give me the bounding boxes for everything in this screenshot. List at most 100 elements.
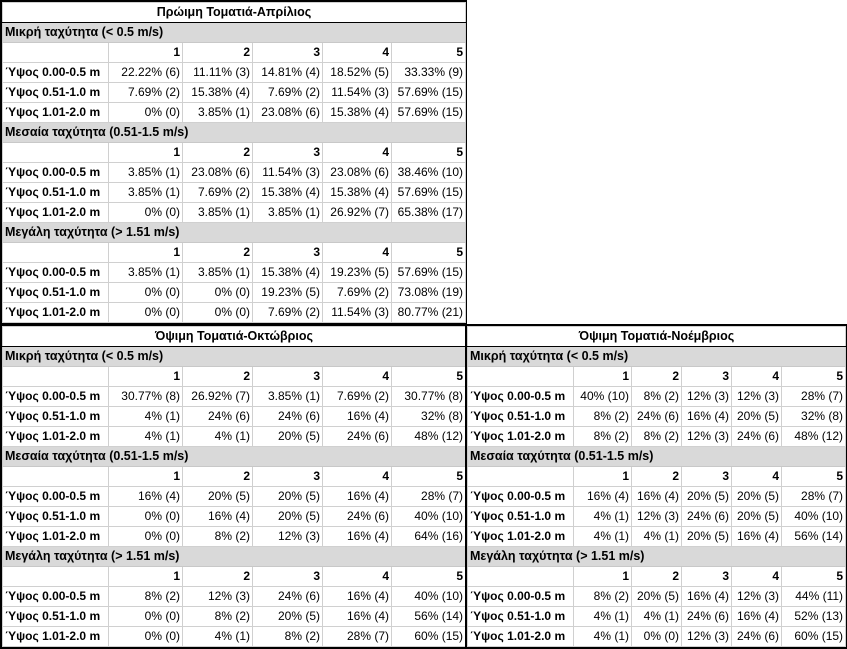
table-cell: 8% (2) (252, 626, 323, 647)
section-header: Μεγάλη ταχύτητα (> 1.51 m/s) (466, 546, 847, 567)
column-header: 3 (252, 242, 323, 263)
table-cell: 23.08% (6) (182, 162, 253, 183)
table-row: Ύψος 0.51-1.0 m 0% (0) 0% (0) 19.23% (5) 7.6… (2, 282, 467, 303)
row-label: Ύψος 0.00-0.5 m (467, 586, 574, 607)
column-header: 2 (182, 366, 253, 387)
table-cell: 4% (1) (108, 406, 183, 427)
column-header: 5 (780, 366, 847, 387)
table-row: Ύψος 1.01-2.0 m 0% (0) 8% (2) 12% (3) 16% (4… (2, 526, 467, 547)
table-cell: 24% (6) (252, 586, 323, 607)
block-title: Πρώιμη Τοματιά-Απρίλιος (1, 2, 467, 23)
table-cell: 8% (2) (573, 406, 632, 427)
table-row: Ύψος 0.00-0.5 m 8% (2) 20% (5) 16% (4) 12% (… (467, 586, 847, 607)
table-cell: 26.92% (7) (322, 202, 392, 223)
section-row: Μεγάλη ταχύτητα (> 1.51 m/s) (1, 222, 467, 243)
column-header: 5 (780, 466, 847, 487)
row-label: Ύψος 0.00-0.5 m (2, 62, 109, 83)
table-cell: 16% (4) (322, 586, 392, 607)
table-cell: 0% (0) (108, 506, 183, 527)
column-header: 3 (252, 466, 323, 487)
section-row: Μεγάλη ταχύτητα (> 1.51 m/s) (1, 546, 467, 567)
table-row: Ύψος 0.51-1.0 m 0% (0) 16% (4) 20% (5) 24% (… (2, 506, 467, 527)
table-cell: 7.69% (2) (182, 182, 253, 203)
section-header: Μεσαία ταχύτητα (0.51-1.5 m/s) (1, 122, 467, 143)
table-cell: 3.85% (1) (108, 262, 183, 283)
column-header: 3 (252, 566, 323, 587)
table-cell: 26.92% (7) (182, 386, 253, 407)
table-cell: 8% (2) (573, 426, 632, 447)
row-label: Ύψος 1.01-2.0 m (2, 426, 109, 447)
table-cell: 3.85% (1) (182, 202, 253, 223)
row-label: Ύψος 0.00-0.5 m (2, 486, 109, 507)
table-cell: 57.69% (15) (390, 182, 467, 203)
table-cell: 11.11% (3) (182, 62, 253, 83)
table-row: Ύψος 0.00-0.5 m 30.77% (8) 26.92% (7) 3.85%… (2, 386, 467, 407)
table-cell: 8% (2) (631, 386, 682, 407)
table-cell: 64% (16) (390, 526, 467, 547)
block-title: Όψιμη Τοματιά-Οκτώβριος (1, 326, 467, 347)
table-cell: 4% (1) (182, 426, 253, 447)
table-cell: 73.08% (19) (390, 282, 467, 303)
table-block-nov: Όψιμη Τοματιά-Νοέμβριος Μικρή ταχύτητα (<… (465, 324, 847, 649)
table-cell: 16% (4) (182, 506, 253, 527)
section-row: Μεγάλη ταχύτητα (> 1.51 m/s) (466, 546, 847, 567)
row-label: Ύψος 0.51-1.0 m (2, 506, 109, 527)
title-row: Όψιμη Τοματιά-Οκτώβριος (1, 326, 467, 347)
table-cell: 3.85% (1) (252, 386, 323, 407)
row-label: Ύψος 0.00-0.5 m (467, 486, 574, 507)
table-cell: 8% (2) (631, 426, 682, 447)
table-cell: 4% (1) (573, 626, 632, 647)
table-cell: 20% (5) (731, 506, 782, 527)
column-header: 1 (108, 466, 183, 487)
row-label: Ύψος 0.00-0.5 m (2, 162, 109, 183)
table-cell: 4% (1) (182, 626, 253, 647)
table-row: Ύψος 0.00-0.5 m 8% (2) 12% (3) 24% (6) 16% (… (2, 586, 467, 607)
column-header: 1 (573, 566, 632, 587)
title-row: Όψιμη Τοματιά-Νοέμβριος (466, 326, 847, 347)
table-cell: 30.77% (8) (108, 386, 183, 407)
section-row: Μικρή ταχύτητα (< 0.5 m/s) (1, 22, 467, 43)
column-header: 5 (780, 566, 847, 587)
table-cell: 24% (6) (681, 506, 732, 527)
table-cell: 16% (4) (573, 486, 632, 507)
table-cell: 19.23% (5) (322, 262, 392, 283)
table-cell: 16% (4) (681, 586, 732, 607)
column-header: 2 (182, 142, 253, 163)
table-cell: 7.69% (2) (322, 282, 392, 303)
table-cell: 14.81% (4) (252, 62, 323, 83)
column-header: 1 (108, 242, 183, 263)
table-row: Ύψος 1.01-2.0 m 0% (0) 3.85% (1) 23.08% (6)… (2, 102, 467, 123)
table-cell: 15.38% (4) (322, 182, 392, 203)
table-cell: 11.54% (3) (322, 82, 392, 103)
table-cell: 20% (5) (182, 486, 253, 507)
table-cell: 22.22% (6) (108, 62, 183, 83)
table-cell: 24% (6) (631, 406, 682, 427)
table-cell: 52% (13) (780, 606, 847, 627)
table-cell: 16% (4) (681, 406, 732, 427)
section-header: Μικρή ταχύτητα (< 0.5 m/s) (1, 346, 467, 367)
table-row: Ύψος 0.51-1.0 m 7.69% (2) 15.38% (4) 7.69% … (2, 82, 467, 103)
table-row: Ύψος 0.51-1.0 m 3.85% (1) 7.69% (2) 15.38% … (2, 182, 467, 203)
corner-cell (467, 466, 574, 487)
row-label: Ύψος 1.01-2.0 m (2, 102, 109, 123)
table-cell: 3.85% (1) (182, 262, 253, 283)
corner-cell (2, 466, 109, 487)
table-row: Ύψος 0.00-0.5 m 3.85% (1) 23.08% (6) 11.54%… (2, 162, 467, 183)
table-row: Ύψος 1.01-2.0 m 0% (0) 4% (1) 8% (2) 28% (7)… (2, 626, 467, 647)
table-cell: 56% (14) (780, 526, 847, 547)
table-cell: 48% (12) (390, 426, 467, 447)
column-header: 2 (182, 566, 253, 587)
row-label: Ύψος 1.01-2.0 m (467, 426, 574, 447)
table-cell: 15.38% (4) (322, 102, 392, 123)
section-row: Μεσαία ταχύτητα (0.51-1.5 m/s) (466, 446, 847, 467)
table-cell: 23.08% (6) (252, 102, 323, 123)
table-cell: 20% (5) (252, 606, 323, 627)
section-row: Μεσαία ταχύτητα (0.51-1.5 m/s) (1, 122, 467, 143)
table-cell: 20% (5) (252, 486, 323, 507)
table-cell: 11.54% (3) (252, 162, 323, 183)
column-header: 1 (573, 466, 632, 487)
